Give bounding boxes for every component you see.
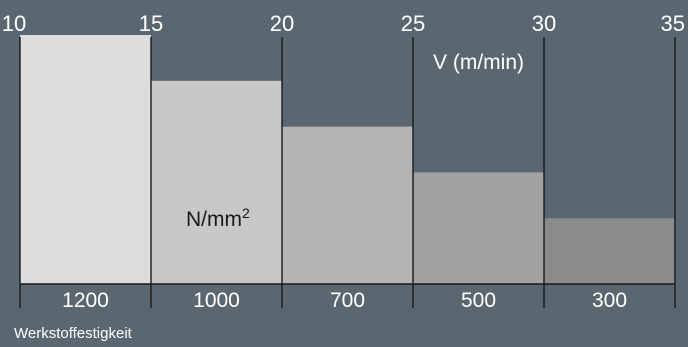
category-label-700: 700 bbox=[330, 289, 365, 312]
bottom-axis-title: Werkstoffestigkeit bbox=[14, 325, 133, 342]
bars-group bbox=[20, 35, 675, 285]
top-tick-label-20: 20 bbox=[270, 11, 294, 36]
bar-700 bbox=[282, 126, 413, 285]
top-tick-labels: 10 15 20 25 30 35 bbox=[2, 11, 685, 36]
category-label-300: 300 bbox=[592, 289, 627, 312]
category-label-1200: 1200 bbox=[62, 289, 109, 312]
top-tick-label-30: 30 bbox=[532, 11, 556, 36]
bar-500 bbox=[413, 172, 544, 284]
bar-1200 bbox=[20, 35, 151, 284]
category-labels: 1200 1000 700 500 300 bbox=[62, 289, 627, 312]
top-tick-label-35: 35 bbox=[661, 11, 685, 36]
top-axis-title: V (m/min) bbox=[433, 51, 524, 74]
category-label-1000: 1000 bbox=[193, 289, 240, 312]
top-tick-label-25: 25 bbox=[401, 11, 425, 36]
bar-1000 bbox=[151, 80, 282, 284]
top-tick-label-10: 10 bbox=[2, 11, 26, 36]
bar-300 bbox=[544, 218, 675, 284]
unit-label: N/mm2 bbox=[186, 205, 250, 231]
category-label-500: 500 bbox=[461, 289, 496, 312]
unit-label-superscript: 2 bbox=[242, 205, 250, 221]
gridlines-group bbox=[19, 37, 676, 308]
top-tick-label-15: 15 bbox=[139, 11, 163, 36]
unit-label-main: N/mm bbox=[186, 208, 242, 231]
